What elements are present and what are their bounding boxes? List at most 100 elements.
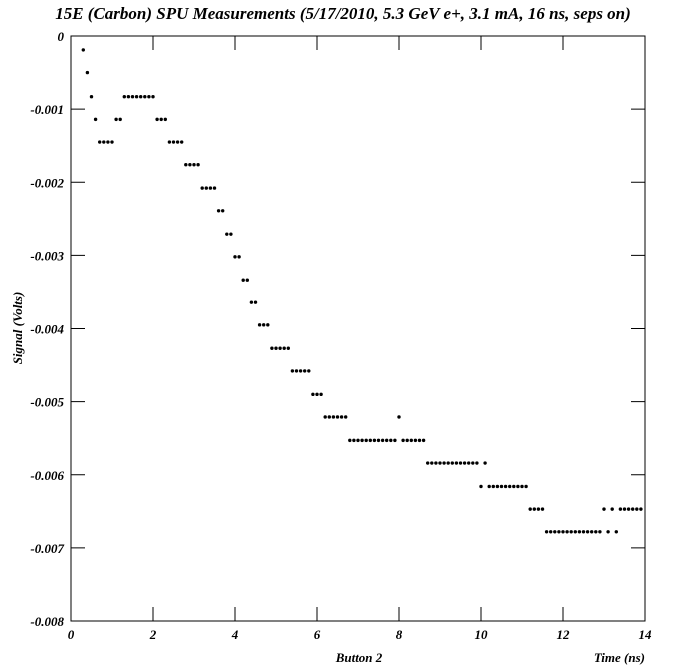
- x-tick-label: 8: [396, 627, 403, 642]
- point: [266, 323, 270, 327]
- point: [118, 117, 122, 122]
- point: [581, 530, 586, 534]
- point: [417, 438, 422, 443]
- point: [397, 415, 401, 419]
- point: [282, 346, 286, 350]
- point: [520, 484, 524, 489]
- point: [372, 438, 377, 443]
- x-axis-sublabel: Button 2: [335, 650, 383, 665]
- point: [270, 346, 274, 350]
- point: [405, 438, 409, 443]
- y-tick-label: -0.002: [30, 175, 64, 190]
- point: [565, 530, 569, 534]
- point: [376, 438, 381, 443]
- point: [421, 438, 426, 443]
- point: [298, 369, 303, 373]
- point: [352, 438, 356, 443]
- point: [479, 484, 483, 489]
- point: [315, 392, 319, 397]
- point: [344, 415, 348, 419]
- x-tick-label: 14: [639, 627, 653, 642]
- point: [524, 484, 528, 489]
- point: [106, 140, 110, 144]
- point: [561, 530, 565, 534]
- x-tick-label: 12: [557, 627, 571, 642]
- point: [130, 94, 135, 99]
- point: [590, 530, 594, 534]
- point: [409, 438, 413, 443]
- point: [327, 415, 331, 419]
- point: [278, 346, 282, 350]
- point: [122, 94, 127, 99]
- point: [389, 438, 393, 443]
- chart-title: 15E (Carbon) SPU Measurements (5/17/2010…: [55, 4, 631, 23]
- point: [393, 438, 397, 443]
- point: [385, 438, 389, 443]
- point: [311, 392, 315, 397]
- point: [216, 209, 221, 213]
- point: [225, 232, 229, 236]
- point: [426, 461, 430, 465]
- point: [323, 415, 327, 419]
- point: [274, 346, 278, 350]
- point: [184, 163, 188, 167]
- point: [126, 94, 131, 99]
- point: [454, 461, 459, 465]
- point: [335, 415, 340, 419]
- point: [380, 438, 385, 443]
- point: [143, 94, 147, 99]
- point: [167, 140, 172, 144]
- point: [573, 530, 577, 534]
- point: [147, 94, 151, 99]
- point: [471, 461, 475, 465]
- point: [360, 438, 364, 443]
- y-tick-label: 0: [58, 29, 65, 44]
- point: [192, 163, 196, 167]
- point: [364, 438, 368, 443]
- point: [618, 507, 623, 511]
- point: [290, 369, 295, 373]
- point: [622, 507, 627, 511]
- point: [229, 232, 233, 236]
- point: [516, 484, 520, 489]
- x-tick-label: 10: [475, 627, 489, 642]
- y-tick-label: -0.003: [30, 248, 64, 263]
- point: [430, 461, 434, 465]
- point: [598, 530, 602, 534]
- point: [491, 484, 495, 489]
- point: [93, 117, 98, 122]
- point: [89, 94, 94, 99]
- point: [475, 461, 479, 465]
- point: [434, 461, 438, 465]
- point: [249, 300, 254, 304]
- point: [286, 346, 290, 350]
- point: [356, 438, 360, 443]
- point: [413, 438, 418, 443]
- point: [110, 140, 114, 144]
- point: [602, 507, 606, 511]
- point: [175, 140, 180, 144]
- y-tick-label: -0.008: [30, 614, 64, 629]
- point: [241, 278, 245, 282]
- x-axis-label: Time (ns): [594, 650, 645, 665]
- point: [626, 507, 631, 511]
- y-tick-label: -0.001: [30, 102, 64, 117]
- point: [294, 369, 299, 373]
- point: [85, 70, 90, 75]
- point: [532, 507, 536, 511]
- point: [233, 255, 237, 259]
- point: [159, 117, 163, 122]
- y-tick-label: -0.004: [30, 322, 64, 337]
- point: [536, 507, 541, 511]
- point: [438, 461, 442, 465]
- x-tick-label: 2: [149, 627, 157, 642]
- point: [151, 94, 155, 99]
- point: [499, 484, 504, 489]
- y-axis-label: Signal (Volts): [10, 292, 25, 365]
- point: [319, 392, 323, 397]
- x-tick-label: 0: [68, 627, 75, 642]
- point: [257, 323, 262, 327]
- point: [495, 484, 500, 489]
- point: [401, 438, 405, 443]
- point: [557, 530, 561, 534]
